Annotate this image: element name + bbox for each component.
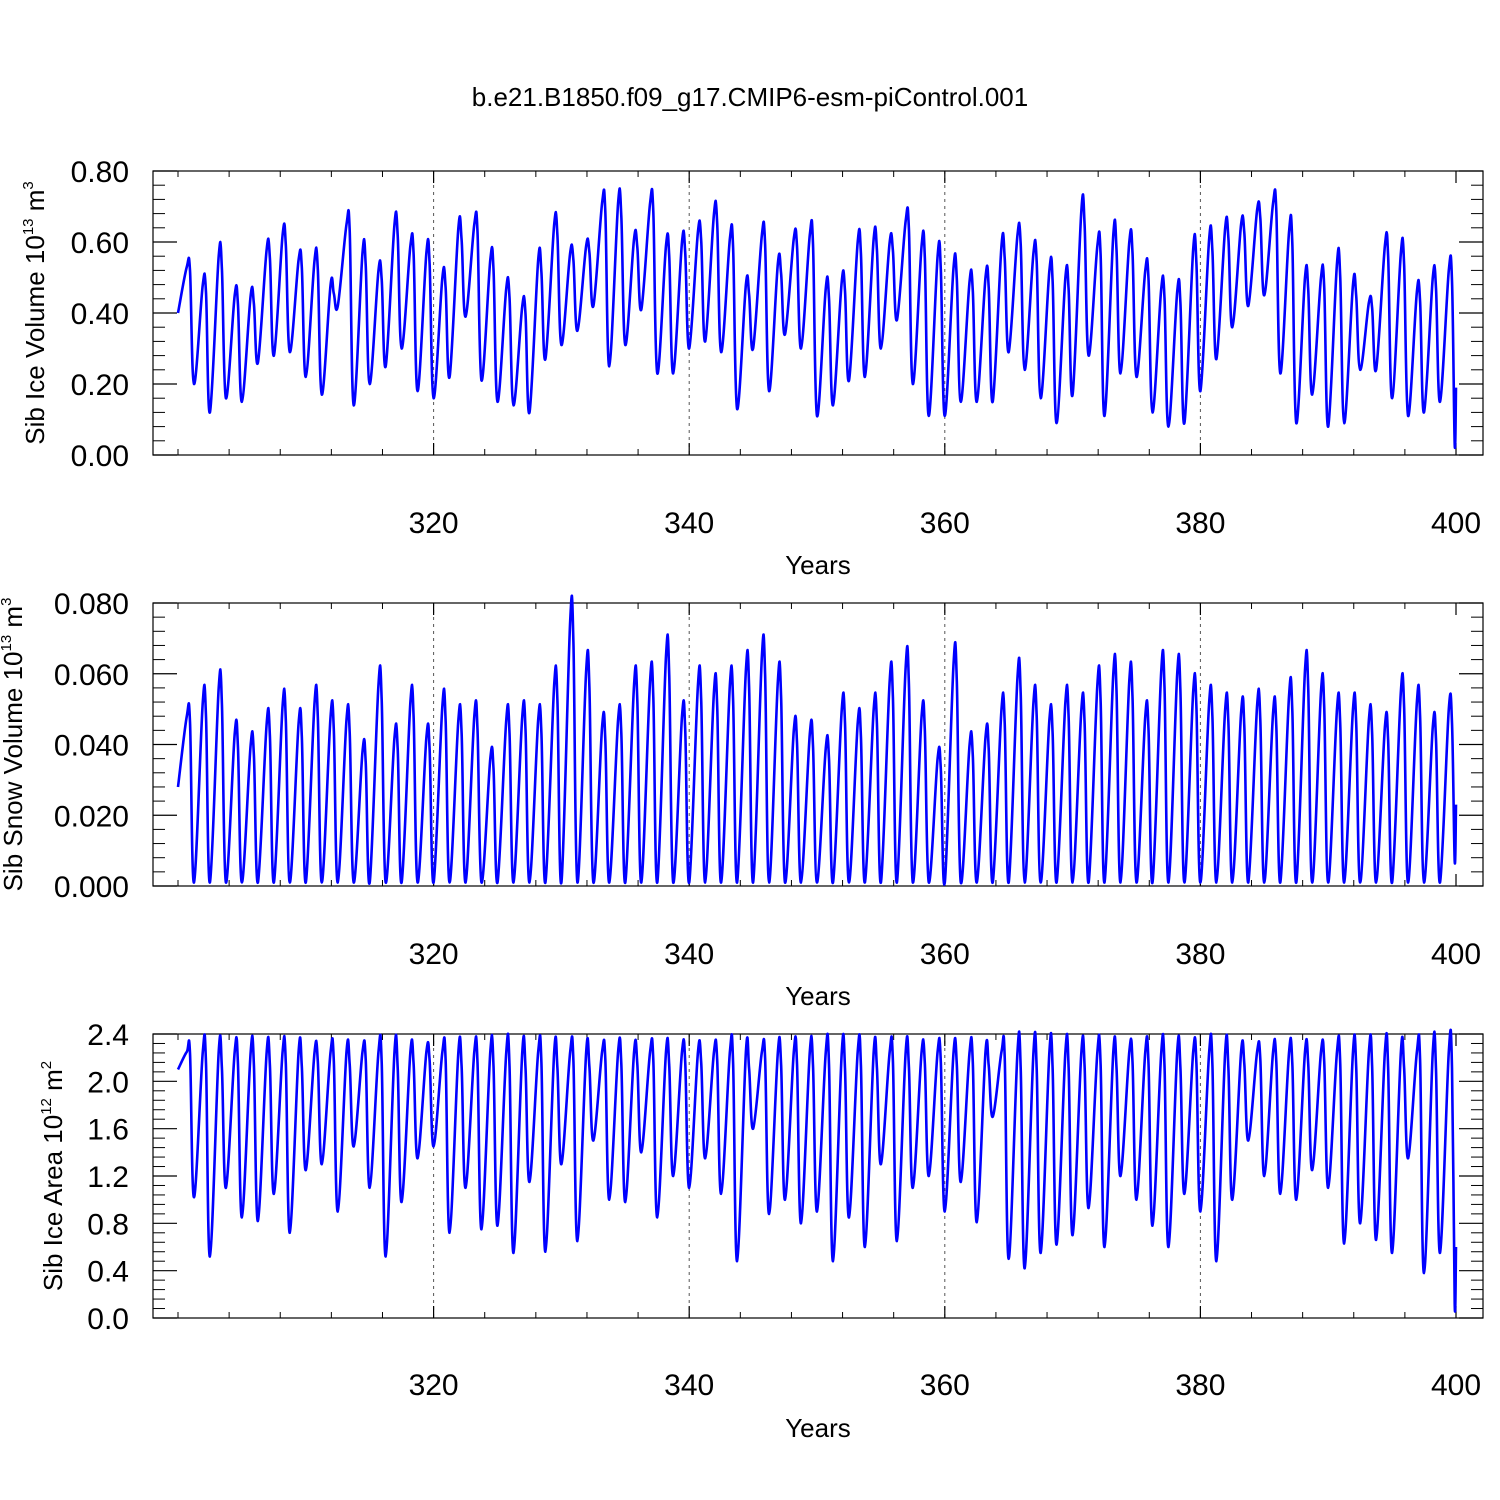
y-axis-label: Sib Ice Volume 1013 m3: [20, 181, 50, 445]
x-tick-label: 340: [664, 1369, 714, 1402]
x-axis-label: Years: [785, 981, 851, 1011]
y-tick-label: 0.4: [87, 1256, 129, 1289]
y-axis-label-part: 13: [0, 635, 15, 652]
y-axis-label-part: 13: [20, 218, 37, 235]
x-tick-label: 340: [664, 507, 714, 540]
y-axis-label-part: m: [0, 606, 28, 635]
y-axis-label-part: 3: [20, 181, 37, 189]
x-tick-label: 400: [1431, 507, 1481, 540]
y-axis-label-part: Sib Ice Volume 10: [20, 235, 50, 445]
x-tick-label: 320: [409, 1369, 459, 1402]
x-tick-label: 340: [664, 938, 714, 971]
y-tick-label: 0.060: [54, 659, 129, 692]
y-tick-label: 0.80: [71, 156, 129, 189]
x-tick-label: 400: [1431, 938, 1481, 971]
sib-ice-area-panel: 320 340 360 380 400 Years 0.0 0.4 0.8 1.2 1.6 2.0 2.…: [38, 1019, 1484, 1443]
x-tick-label: 320: [409, 938, 459, 971]
x-tick-label: 360: [920, 938, 970, 971]
y-axis-label-part: Sib Snow Volume 10: [0, 651, 28, 891]
y-axis-label-part: m: [20, 190, 50, 219]
y-axis-label-part: 2: [38, 1061, 55, 1069]
y-tick-label: 0.60: [71, 227, 129, 260]
sib-ice-area-series-line: [176, 1028, 1458, 1313]
x-tick-label: 380: [1175, 938, 1225, 971]
sib-ice-volume-panel: 320 340 360 380 400 Years 0.00 0.20 0.40 0.60 0.80…: [20, 156, 1484, 580]
y-axis-label-part: 3: [0, 598, 15, 606]
y-axis-label-part: m: [38, 1069, 68, 1098]
y-tick-label: 1.2: [87, 1161, 129, 1194]
y-tick-label: 1.6: [87, 1114, 129, 1147]
x-tick-label: 360: [920, 1369, 970, 1402]
y-axis-label: Sib Snow Volume 1013 m3: [0, 598, 28, 892]
x-tick-label: 320: [409, 507, 459, 540]
y-tick-label: 2.4: [87, 1019, 129, 1052]
y-tick-label: 0.020: [54, 800, 129, 833]
x-axis-label: Years: [785, 550, 851, 580]
y-tick-label: 0.080: [54, 588, 129, 621]
x-tick-label: 400: [1431, 1369, 1481, 1402]
y-axis-label-part: Sib Ice Area 10: [38, 1115, 68, 1291]
figure-title: b.e21.B1850.f09_g17.CMIP6-esm-piControl.…: [472, 82, 1028, 112]
y-tick-label: 0.040: [54, 730, 129, 763]
x-tick-label: 380: [1175, 507, 1225, 540]
sib-ice-volume-series-line: [176, 187, 1458, 450]
y-tick-label: 0.20: [71, 369, 129, 402]
y-axis-label: Sib Ice Area 1012 m2: [38, 1061, 68, 1291]
x-tick-label: 360: [920, 507, 970, 540]
y-tick-label: 0.40: [71, 298, 129, 331]
x-tick-label: 380: [1175, 1369, 1225, 1402]
x-axis-label: Years: [785, 1413, 851, 1443]
sib-snow-volume-panel: 320 340 360 380 400 Years 0.000 0.020 0.040 0.060…: [0, 588, 1484, 1011]
y-axis-label-part: 12: [38, 1098, 55, 1115]
y-tick-label: 0.8: [87, 1208, 129, 1241]
y-tick-label: 2.0: [87, 1066, 129, 1099]
y-tick-label: 0.00: [71, 440, 129, 473]
y-tick-label: 0.0: [87, 1303, 129, 1336]
y-tick-label: 0.000: [54, 871, 129, 904]
sib-snow-volume-series-line: [176, 594, 1458, 886]
